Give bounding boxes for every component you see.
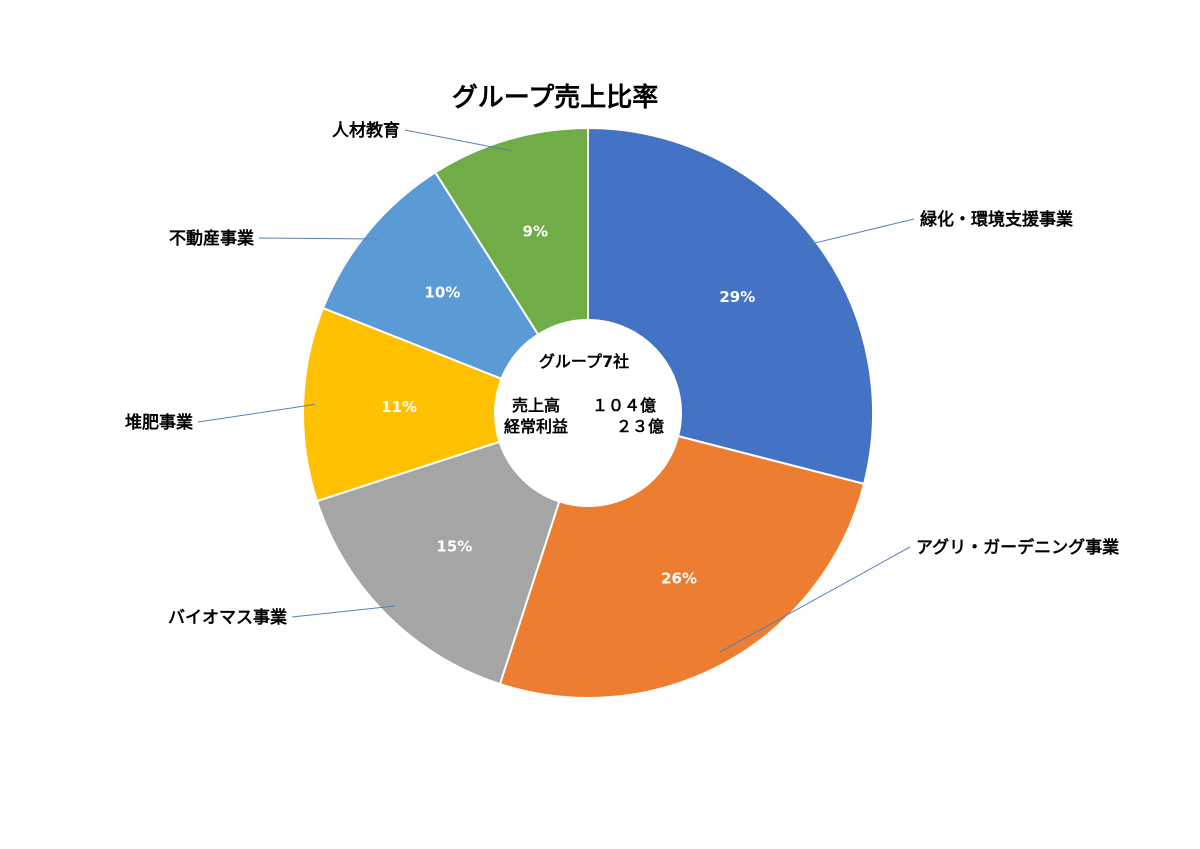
slice-value-label-hr-education: 9%	[523, 223, 548, 241]
center-profit-label: 経常利益	[504, 417, 568, 436]
category-label-hr-education: 人材教育	[332, 120, 400, 141]
center-company-count: グループ7社	[539, 352, 629, 371]
slice-value-label-greening: 29%	[719, 288, 755, 306]
leader-line-hr-education	[404, 129, 512, 152]
chart-title: グループ売上比率	[452, 82, 658, 113]
center-sales-value: １０４億	[592, 396, 656, 415]
slice-real-estate	[321, 170, 540, 381]
category-label-greening: 緑化・環境支援事業	[920, 209, 1073, 230]
slice-value-label-real-estate: 10%	[424, 284, 460, 302]
slices-group	[302, 126, 874, 699]
slice-hr-education	[433, 126, 589, 336]
leader-lines-group	[197, 129, 915, 653]
slice-value-label-agri-gardening: 26%	[661, 570, 697, 588]
slice-compost	[302, 306, 503, 503]
leader-line-real-estate	[258, 237, 378, 240]
slice-agri-gardening	[498, 434, 866, 699]
slice-biomass	[315, 440, 561, 686]
slice-labels-group: 29% 26% 15% 11% 10% 9%	[381, 223, 755, 588]
category-label-biomass: バイオマス事業	[168, 607, 287, 628]
leader-line-biomass	[291, 605, 396, 618]
leader-line-compost	[197, 403, 316, 423]
center-profit-value: ２３億	[616, 417, 664, 436]
category-label-compost: 堆肥事業	[125, 412, 193, 433]
category-label-agri-gardening: アグリ・ガーデニング事業	[916, 537, 1119, 558]
category-label-real-estate: 不動産事業	[169, 228, 254, 249]
slice-greening	[587, 126, 874, 486]
leader-line-greening	[803, 218, 915, 247]
leader-line-agri-gardening	[719, 546, 911, 653]
slice-value-label-compost: 11%	[381, 398, 417, 416]
center-text-group: グループ7社 売上高 １０４億 経常利益 ２３億	[504, 352, 664, 436]
center-sales-label: 売上高	[512, 396, 560, 415]
slice-value-label-biomass: 15%	[436, 538, 472, 556]
